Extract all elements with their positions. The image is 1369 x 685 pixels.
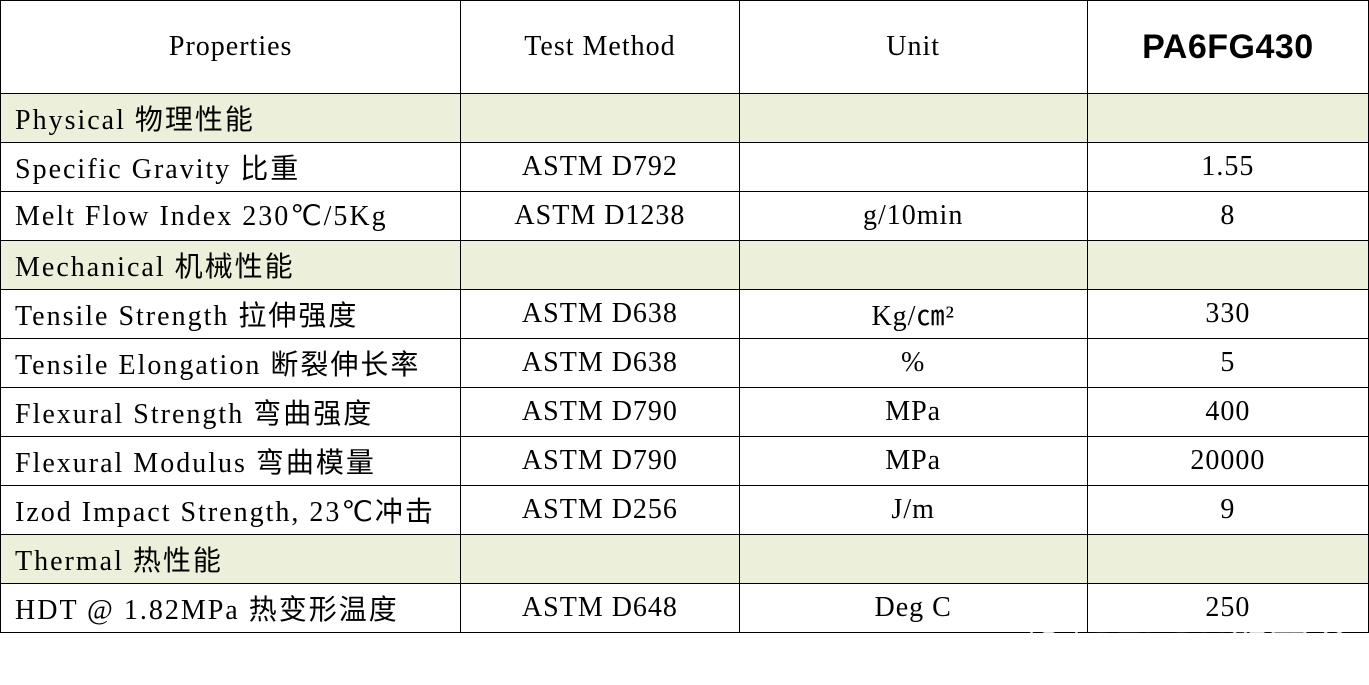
header-value: PA6FG430 [1087, 1, 1368, 94]
unit-cell: % [739, 339, 1087, 388]
method-cell: ASTM D638 [461, 339, 739, 388]
table-row: Tensile Elongation 断裂伸长率ASTM D638%5 [1, 339, 1369, 388]
table-row: Specific Gravity 比重ASTM D792 1.55 [1, 143, 1369, 192]
unit-cell [739, 143, 1087, 192]
method-cell: ASTM D792 [461, 143, 739, 192]
value-cell: 9 [1087, 486, 1368, 535]
method-cell: ASTM D790 [461, 437, 739, 486]
header-row: Properties Test Method Unit PA6FG430 [1, 1, 1369, 94]
value-cell: 5 [1087, 339, 1368, 388]
header-properties: Properties [1, 1, 461, 94]
section-empty [1087, 94, 1368, 143]
property-cell: Melt Flow Index 230℃/5Kg [1, 192, 461, 241]
section-label: Physical 物理性能 [1, 94, 461, 143]
section-empty [739, 94, 1087, 143]
table-row: Tensile Strength 拉伸强度ASTM D638Kg/㎝²330 [1, 290, 1369, 339]
value-cell: 250 [1087, 584, 1368, 633]
section-empty [1087, 535, 1368, 584]
table-row: Izod Impact Strength, 23℃冲击ASTM D256J/m9 [1, 486, 1369, 535]
value-cell: 330 [1087, 290, 1368, 339]
property-cell: Tensile Strength 拉伸强度 [1, 290, 461, 339]
section-empty [739, 535, 1087, 584]
property-cell: Flexural Strength 弯曲强度 [1, 388, 461, 437]
method-cell: ASTM D638 [461, 290, 739, 339]
method-cell: ASTM D1238 [461, 192, 739, 241]
property-cell: Tensile Elongation 断裂伸长率 [1, 339, 461, 388]
value-cell: 1.55 [1087, 143, 1368, 192]
table-row: Melt Flow Index 230℃/5KgASTM D1238g/10mi… [1, 192, 1369, 241]
header-test-method: Test Method [461, 1, 739, 94]
section-label: Thermal 热性能 [1, 535, 461, 584]
table-row: Flexural Strength 弯曲强度ASTM D790MPa400 [1, 388, 1369, 437]
section-label: Mechanical 机械性能 [1, 241, 461, 290]
section-empty [739, 241, 1087, 290]
properties-table: Properties Test Method Unit PA6FG430 Phy… [0, 0, 1369, 633]
value-cell: 8 [1087, 192, 1368, 241]
table-body: Properties Test Method Unit PA6FG430 Phy… [1, 1, 1369, 633]
section-empty [461, 94, 739, 143]
property-cell: Flexural Modulus 弯曲模量 [1, 437, 461, 486]
section-empty [461, 241, 739, 290]
unit-cell: g/10min [739, 192, 1087, 241]
table-row: Flexural Modulus 弯曲模量ASTM D790MPa20000 [1, 437, 1369, 486]
unit-cell: Kg/㎝² [739, 290, 1087, 339]
value-cell: 20000 [1087, 437, 1368, 486]
method-cell: ASTM D790 [461, 388, 739, 437]
section-empty [1087, 241, 1368, 290]
section-row: Physical 物理性能 [1, 94, 1369, 143]
value-cell: 400 [1087, 388, 1368, 437]
property-cell: Specific Gravity 比重 [1, 143, 461, 192]
table-row: HDT @ 1.82MPa 热变形温度ASTM D648Deg C250 [1, 584, 1369, 633]
property-cell: Izod Impact Strength, 23℃冲击 [1, 486, 461, 535]
unit-cell: MPa [739, 388, 1087, 437]
unit-cell: J/m [739, 486, 1087, 535]
section-row: Mechanical 机械性能 [1, 241, 1369, 290]
method-cell: ASTM D256 [461, 486, 739, 535]
property-cell: HDT @ 1.82MPa 热变形温度 [1, 584, 461, 633]
unit-cell: Deg C [739, 584, 1087, 633]
unit-cell: MPa [739, 437, 1087, 486]
section-empty [461, 535, 739, 584]
header-unit: Unit [739, 1, 1087, 94]
section-row: Thermal 热性能 [1, 535, 1369, 584]
method-cell: ASTM D648 [461, 584, 739, 633]
